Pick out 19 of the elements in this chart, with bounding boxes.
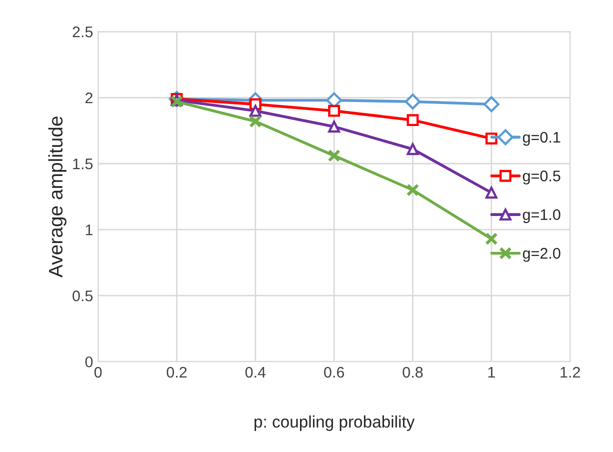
y-tick-label: 0 — [85, 356, 93, 368]
legend-label: g=1.0 — [522, 209, 560, 224]
y-axis-title: Average amplitude — [48, 116, 66, 278]
y-tick-label: 2.5 — [72, 26, 93, 38]
legend-label: g=0.5 — [522, 170, 560, 184]
y-tick-label: 1 — [86, 224, 92, 236]
x-tick-label: 0.6 — [324, 366, 344, 378]
x-tick-label: 0 — [94, 366, 102, 378]
x-tick-label: 1 — [488, 367, 495, 378]
y-tick-label: 2 — [85, 92, 92, 104]
x-tick-label: 0.8 — [402, 366, 423, 378]
x-tick-label: 0.4 — [245, 366, 266, 378]
legend-label: g=0.1 — [522, 132, 560, 146]
y-tick-label: 1.5 — [73, 158, 93, 170]
x-tick-label: 1.2 — [560, 366, 580, 378]
x-axis-title: p: coupling probability — [254, 415, 415, 431]
legend-label: g=2.0 — [522, 248, 560, 262]
x-tick-label: 0.2 — [166, 366, 187, 378]
y-tick-label: 0.5 — [72, 290, 93, 302]
